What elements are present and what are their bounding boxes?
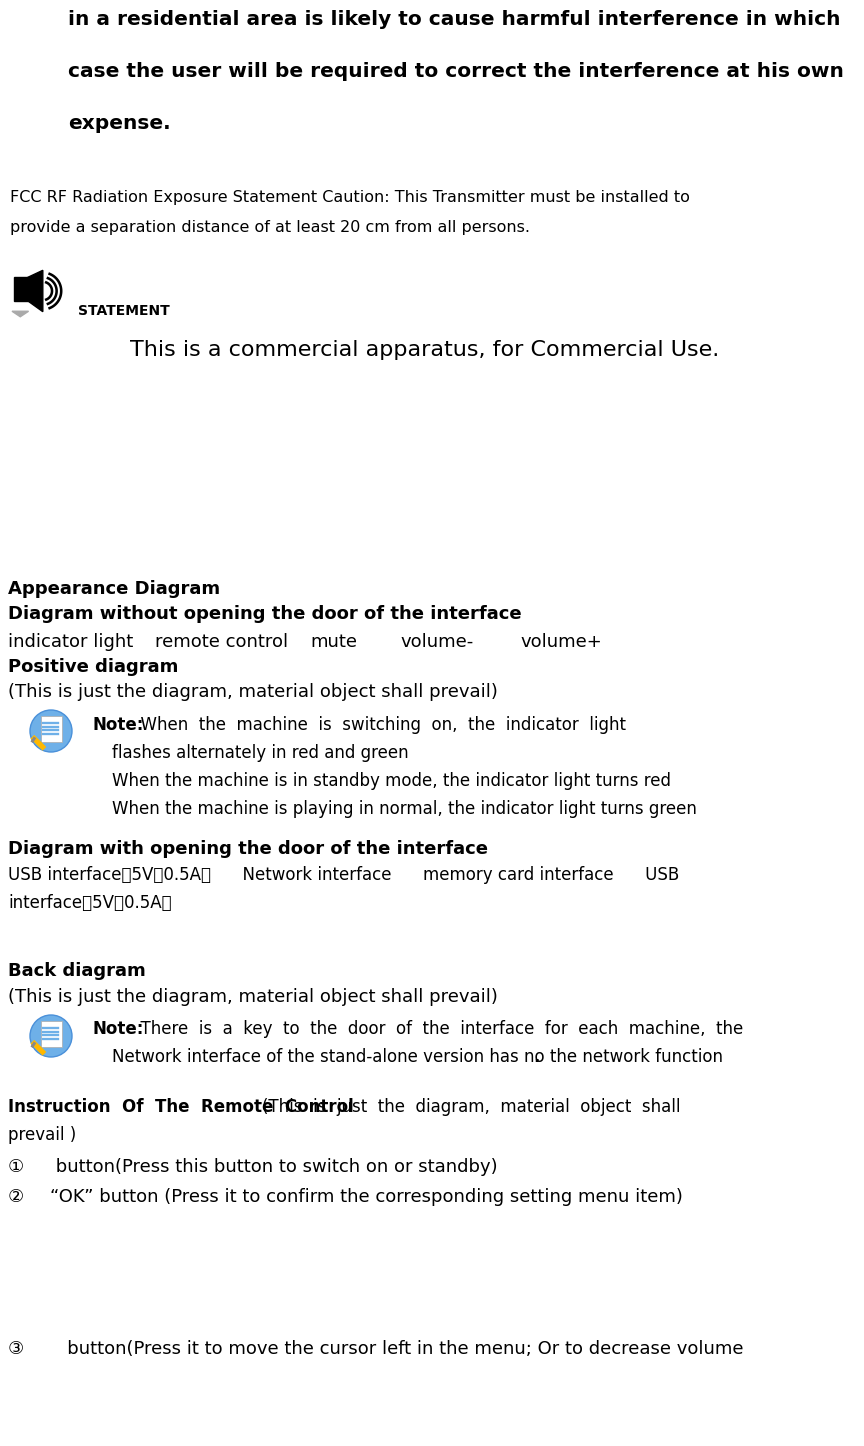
Text: Diagram without opening the door of the interface: Diagram without opening the door of the … [8, 604, 522, 623]
Text: Network interface of the stand-alone version has no the network function: Network interface of the stand-alone ver… [112, 1048, 723, 1066]
Text: prevail ): prevail ) [8, 1126, 76, 1144]
Text: provide a separation distance of at least 20 cm from all persons.: provide a separation distance of at leas… [10, 220, 530, 236]
Text: Instruction  Of  The  Remote  Control: Instruction Of The Remote Control [8, 1098, 365, 1116]
Text: volume+: volume+ [520, 633, 601, 651]
Text: When the machine is playing in normal, the indicator light turns green: When the machine is playing in normal, t… [112, 800, 697, 818]
Text: When the machine is in standby mode, the indicator light turns red: When the machine is in standby mode, the… [112, 772, 671, 790]
Text: When  the  machine  is  switching  on,  the  indicator  light: When the machine is switching on, the in… [130, 716, 626, 735]
Text: indicator light: indicator light [8, 633, 133, 651]
Text: ②: ② [8, 1189, 24, 1206]
Polygon shape [29, 270, 43, 312]
Text: button(Press it to move the cursor left in the menu; Or to decrease volume: button(Press it to move the cursor left … [50, 1340, 744, 1358]
Text: Back diagram: Back diagram [8, 962, 146, 980]
Text: There  is  a  key  to  the  door  of  the  interface  for  each  machine,  the: There is a key to the door of the interf… [130, 1019, 743, 1038]
Text: “OK” button (Press it to confirm the corresponding setting menu item): “OK” button (Press it to confirm the cor… [50, 1189, 683, 1206]
Text: (This is just the diagram, material object shall prevail): (This is just the diagram, material obje… [8, 988, 498, 1006]
Text: Appearance Diagram: Appearance Diagram [8, 580, 220, 599]
Text: (This is just the diagram, material object shall prevail): (This is just the diagram, material obje… [8, 683, 498, 701]
Text: ③: ③ [8, 1340, 24, 1358]
Polygon shape [12, 311, 29, 317]
FancyBboxPatch shape [15, 278, 29, 301]
Text: interface（5V、0.5A）: interface（5V、0.5A） [8, 894, 172, 912]
Text: volume-: volume- [400, 633, 473, 651]
Text: mute: mute [310, 633, 357, 651]
Text: (This  is  just  the  diagram,  material  object  shall: (This is just the diagram, material obje… [262, 1098, 680, 1116]
Text: case the user will be required to correct the interference at his own: case the user will be required to correc… [68, 62, 844, 81]
Text: ①: ① [8, 1158, 24, 1176]
Text: Note:: Note: [92, 716, 143, 735]
Circle shape [30, 1015, 72, 1057]
Text: Note:: Note: [92, 1019, 143, 1038]
Text: Diagram with opening the door of the interface: Diagram with opening the door of the int… [8, 840, 488, 857]
FancyBboxPatch shape [41, 1021, 61, 1047]
Text: FCC RF Radiation Exposure Statement Caution: This Transmitter must be installed : FCC RF Radiation Exposure Statement Caut… [10, 189, 689, 205]
Text: .: . [533, 1048, 540, 1066]
Text: Positive diagram: Positive diagram [8, 658, 178, 675]
Text: in a residential area is likely to cause harmful interference in which: in a residential area is likely to cause… [68, 10, 841, 29]
FancyBboxPatch shape [41, 716, 61, 742]
Text: button(Press this button to switch on or standby): button(Press this button to switch on or… [50, 1158, 498, 1176]
Text: flashes alternately in red and green: flashes alternately in red and green [112, 745, 409, 762]
Text: expense.: expense. [68, 114, 170, 133]
Text: USB interface（5V、0.5A）      Network interface      memory card interface      US: USB interface（5V、0.5A） Network interface… [8, 866, 679, 884]
Text: remote control: remote control [155, 633, 288, 651]
Text: STATEMENT: STATEMENT [78, 304, 169, 318]
Circle shape [30, 710, 72, 752]
Text: This is a commercial apparatus, for Commercial Use.: This is a commercial apparatus, for Comm… [130, 340, 719, 360]
